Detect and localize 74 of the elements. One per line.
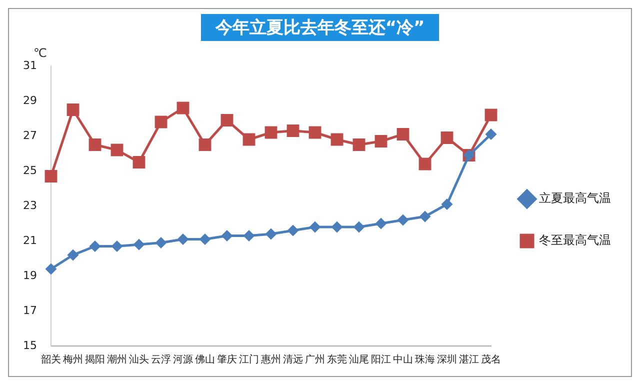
x-tick-label: 揭阳	[84, 354, 105, 366]
legend-label: 立夏最高气温	[539, 191, 611, 206]
legend-label: 冬至最高气温	[539, 233, 611, 248]
point	[332, 222, 342, 232]
x-tick-label: 汕尾	[349, 354, 369, 366]
point	[134, 239, 144, 250]
point	[264, 126, 278, 139]
chart-title: 今年立夏比去年冬至还“冷”	[201, 14, 439, 41]
point	[486, 129, 496, 140]
y-tick-label: 29	[22, 94, 37, 107]
x-tick-label: 江门	[239, 354, 259, 366]
point	[396, 128, 410, 140]
y-tick-label: 15	[22, 338, 37, 352]
x-tick-label: 汕头	[129, 354, 149, 366]
x-tick-label: 珠海	[415, 354, 435, 366]
point	[110, 144, 124, 156]
point	[286, 124, 300, 137]
y-tick-label: 25	[22, 164, 37, 177]
y-tick-label: 31	[22, 58, 37, 72]
point	[376, 218, 386, 229]
x-tick-label: 茂名	[481, 354, 501, 366]
point	[308, 126, 322, 139]
y-axis-title: ℃	[34, 46, 47, 60]
x-tick-label: 潮州	[107, 354, 127, 366]
x-tick-label: 肇庆	[217, 354, 237, 366]
x-tick-label: 韶关	[40, 354, 61, 366]
x-tick-label: 广州	[305, 354, 325, 366]
point	[266, 228, 276, 240]
point	[374, 135, 388, 148]
point	[418, 158, 432, 170]
point	[132, 156, 146, 168]
point	[154, 116, 168, 128]
point	[442, 199, 452, 210]
x-tick-label: 清远	[283, 354, 303, 366]
point	[156, 238, 166, 248]
y-tick-label: 27	[22, 128, 37, 142]
x-tick-label: 云浮	[151, 354, 171, 366]
point	[420, 211, 430, 222]
point	[88, 138, 102, 151]
point	[68, 250, 78, 260]
y-tick-label: 17	[22, 304, 37, 317]
y-tick-label: 23	[22, 198, 37, 212]
point	[242, 133, 256, 146]
x-tick-label: 佛山	[195, 354, 215, 366]
y-tick-label: 19	[22, 268, 37, 282]
point	[330, 133, 344, 146]
point	[354, 222, 364, 232]
x-tick-label: 梅州	[62, 354, 83, 366]
x-tick-label: 中山	[393, 354, 413, 366]
point	[44, 170, 58, 182]
point	[66, 104, 80, 116]
point	[398, 214, 408, 226]
x-tick-label: 阳江	[371, 354, 391, 366]
point	[244, 230, 254, 241]
x-tick-label: 东莞	[327, 354, 347, 366]
point	[90, 241, 100, 252]
x-tick-label: 深圳	[437, 354, 457, 366]
y-tick-label: 21	[22, 234, 37, 247]
point	[288, 225, 298, 236]
point	[112, 241, 122, 252]
point	[46, 264, 56, 274]
point	[220, 114, 234, 126]
point	[176, 102, 190, 114]
x-tick-label: 河源	[173, 354, 193, 366]
x-tick-label: 湛江	[459, 354, 479, 366]
point	[200, 234, 210, 244]
point	[440, 132, 454, 144]
point	[222, 230, 232, 241]
point	[484, 108, 498, 122]
point	[198, 138, 212, 151]
point	[178, 234, 188, 244]
x-tick-label: 惠州	[260, 354, 281, 366]
point	[352, 138, 366, 151]
point	[310, 222, 320, 232]
